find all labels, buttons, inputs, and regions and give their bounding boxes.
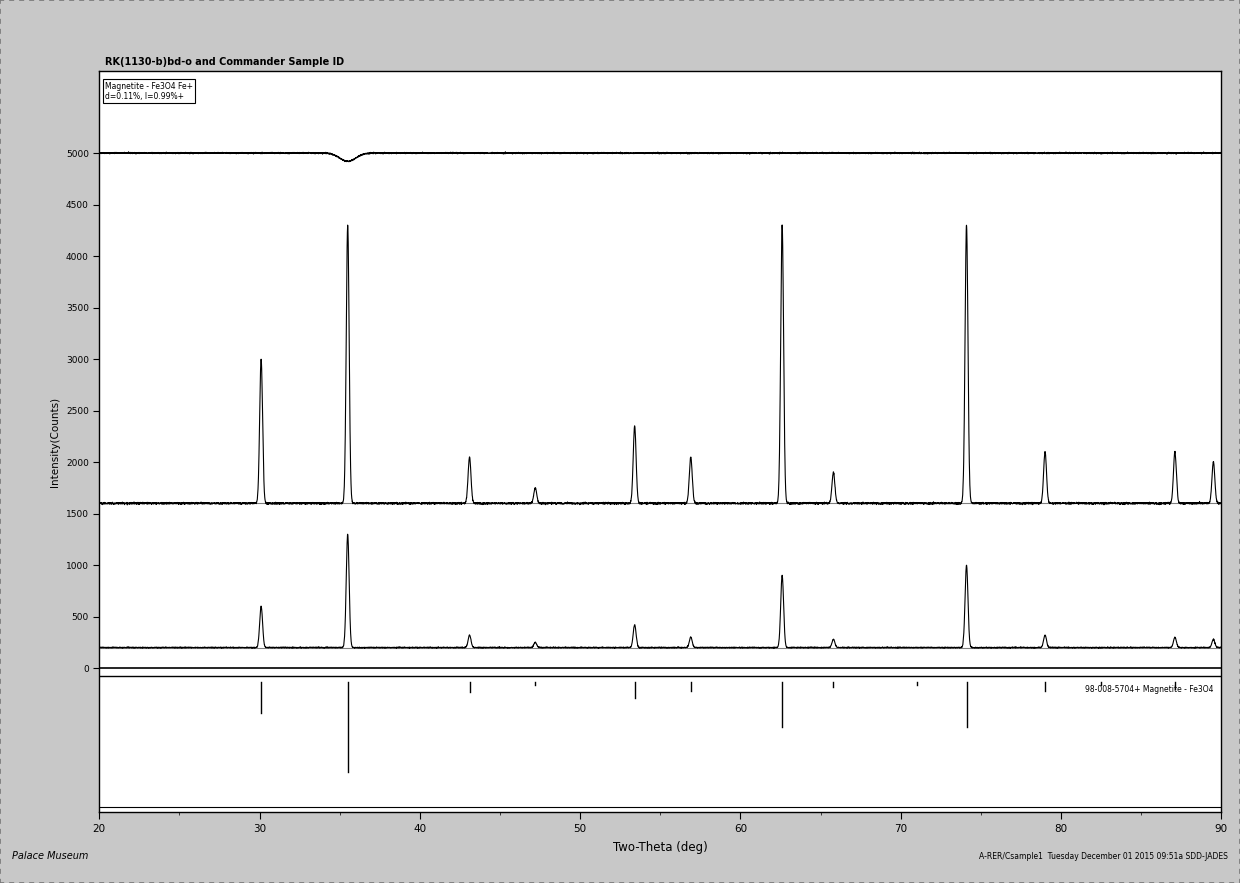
Text: A-RER/Csample1  Tuesday December 01 2015 09:51a SDD-JADES: A-RER/Csample1 Tuesday December 01 2015 … <box>978 852 1228 861</box>
Text: 98-008-5704+ Magnetite - Fe3O4: 98-008-5704+ Magnetite - Fe3O4 <box>1085 684 1214 694</box>
Text: Magnetite - Fe3O4 Fe+
d=0.11%, I=0.99%+: Magnetite - Fe3O4 Fe+ d=0.11%, I=0.99%+ <box>105 82 192 102</box>
X-axis label: Two-Theta (deg): Two-Theta (deg) <box>613 841 708 854</box>
Text: RK(1130-b)bd-o and Commander Sample ID: RK(1130-b)bd-o and Commander Sample ID <box>105 57 343 67</box>
Text: Palace Museum: Palace Museum <box>12 851 89 861</box>
Y-axis label: Intensity(Counts): Intensity(Counts) <box>51 396 61 487</box>
